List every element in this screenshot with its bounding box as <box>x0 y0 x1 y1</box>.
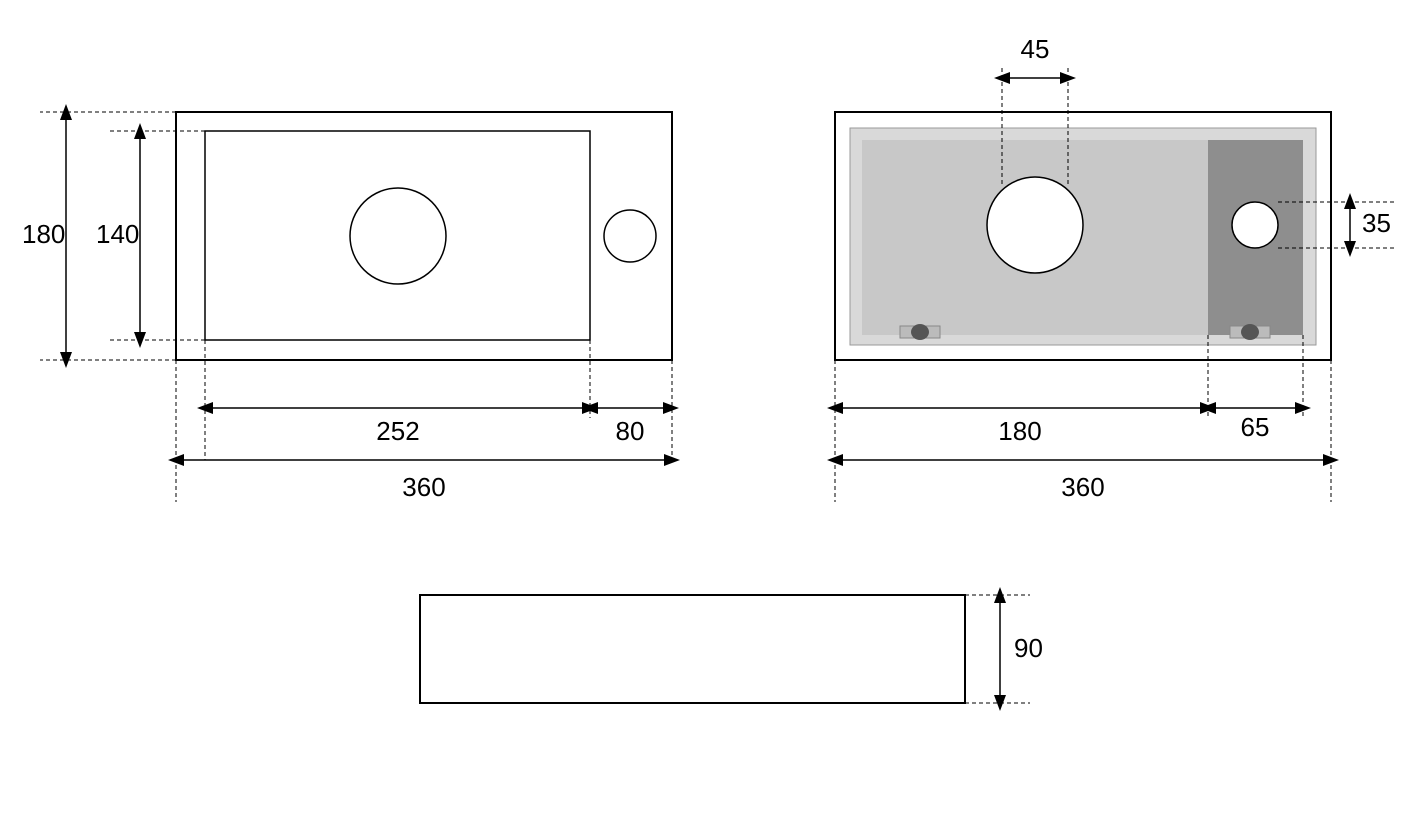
dim-35: 35 <box>1362 208 1391 238</box>
left-outer-rect <box>176 112 672 360</box>
left-drain-circle <box>350 188 446 284</box>
dim-140: 140 <box>96 219 139 249</box>
dim-180r: 180 <box>998 416 1041 446</box>
right-clip-knob <box>1241 324 1259 340</box>
dim-45: 45 <box>1021 34 1050 64</box>
dim-65: 65 <box>1241 412 1270 442</box>
dim-80: 80 <box>616 416 645 446</box>
dim-90: 90 <box>1014 633 1043 663</box>
left-tap-circle <box>604 210 656 262</box>
left-inner-rect <box>205 131 590 340</box>
dim-360-right: 360 <box>1061 472 1104 502</box>
right-drain-circle <box>987 177 1083 273</box>
dim-252: 252 <box>376 416 419 446</box>
right-tap-circle <box>1232 202 1278 248</box>
side-rect <box>420 595 965 703</box>
technical-drawing: 180 140 252 80 360 45 35 <box>0 0 1417 827</box>
dim-360-left: 360 <box>402 472 445 502</box>
dim-180: 180 <box>22 219 65 249</box>
left-clip-knob <box>911 324 929 340</box>
